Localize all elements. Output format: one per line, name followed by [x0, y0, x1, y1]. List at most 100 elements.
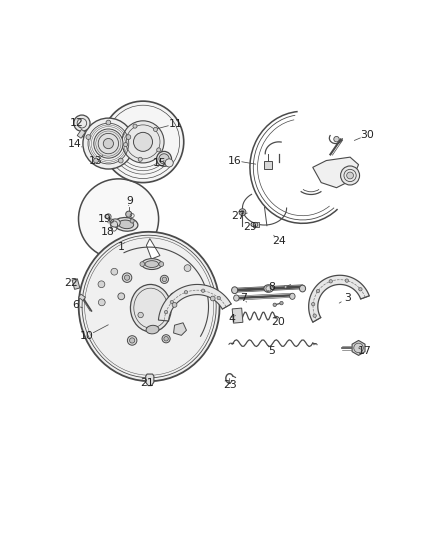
Circle shape: [130, 338, 135, 343]
Text: 21: 21: [140, 378, 154, 388]
Circle shape: [118, 293, 125, 300]
Bar: [232, 308, 243, 323]
Circle shape: [122, 121, 164, 163]
Ellipse shape: [145, 261, 159, 268]
Circle shape: [122, 273, 132, 282]
Bar: [78, 294, 85, 301]
Ellipse shape: [300, 285, 306, 292]
Circle shape: [138, 157, 142, 161]
Circle shape: [74, 115, 90, 131]
Text: 11: 11: [168, 119, 182, 129]
Circle shape: [162, 335, 170, 343]
Circle shape: [103, 139, 113, 149]
Circle shape: [311, 302, 315, 306]
Text: 30: 30: [360, 130, 374, 140]
Circle shape: [341, 166, 360, 185]
Bar: [77, 130, 85, 138]
Ellipse shape: [233, 295, 239, 301]
Ellipse shape: [290, 293, 295, 300]
Circle shape: [99, 299, 105, 306]
Text: 3: 3: [344, 293, 351, 303]
Text: 12: 12: [70, 118, 84, 128]
Circle shape: [280, 302, 283, 305]
Ellipse shape: [114, 217, 138, 231]
Circle shape: [94, 129, 123, 158]
Ellipse shape: [131, 285, 171, 332]
Circle shape: [241, 211, 244, 214]
Text: 15: 15: [153, 158, 167, 168]
Circle shape: [273, 303, 276, 306]
Circle shape: [86, 135, 91, 140]
Circle shape: [134, 132, 152, 151]
Circle shape: [239, 209, 246, 215]
Circle shape: [126, 135, 131, 140]
Circle shape: [140, 262, 145, 266]
Circle shape: [157, 151, 172, 166]
Bar: [264, 160, 272, 168]
Polygon shape: [146, 374, 154, 385]
Text: 1: 1: [117, 242, 124, 252]
Circle shape: [133, 124, 137, 128]
Ellipse shape: [79, 232, 219, 381]
Circle shape: [78, 179, 159, 259]
Circle shape: [102, 101, 184, 183]
Circle shape: [138, 312, 143, 318]
Text: 27: 27: [231, 211, 245, 221]
Circle shape: [172, 303, 177, 308]
Text: 24: 24: [272, 236, 286, 246]
Polygon shape: [146, 239, 160, 259]
Ellipse shape: [141, 259, 162, 270]
Circle shape: [316, 289, 320, 293]
Ellipse shape: [118, 220, 134, 229]
Circle shape: [127, 336, 137, 345]
Circle shape: [83, 118, 134, 169]
Circle shape: [124, 275, 130, 280]
Polygon shape: [159, 285, 231, 321]
Circle shape: [124, 143, 127, 147]
Circle shape: [160, 275, 169, 284]
Circle shape: [359, 288, 362, 291]
Text: 8: 8: [268, 282, 275, 292]
Text: 7: 7: [240, 293, 247, 303]
Circle shape: [284, 286, 287, 288]
Text: 5: 5: [268, 345, 275, 356]
Circle shape: [153, 127, 158, 132]
Circle shape: [170, 301, 173, 304]
Circle shape: [347, 172, 353, 179]
Text: 20: 20: [271, 317, 285, 327]
Circle shape: [118, 158, 123, 163]
Text: 23: 23: [223, 380, 237, 390]
Bar: [72, 279, 80, 289]
Circle shape: [345, 279, 349, 282]
Circle shape: [106, 120, 111, 125]
Circle shape: [159, 262, 164, 266]
Text: 14: 14: [68, 139, 82, 149]
Circle shape: [170, 293, 177, 300]
Polygon shape: [313, 157, 359, 188]
Circle shape: [94, 158, 99, 163]
Circle shape: [313, 314, 316, 317]
Circle shape: [164, 336, 168, 341]
Circle shape: [98, 281, 105, 288]
Ellipse shape: [232, 287, 238, 294]
Ellipse shape: [146, 325, 159, 334]
Text: 18: 18: [100, 227, 114, 237]
Circle shape: [329, 280, 332, 283]
Text: 19: 19: [98, 214, 112, 224]
Bar: [253, 222, 259, 227]
Circle shape: [159, 154, 169, 164]
Circle shape: [126, 211, 132, 217]
Polygon shape: [352, 341, 365, 356]
Circle shape: [164, 310, 168, 314]
Circle shape: [184, 265, 191, 271]
Circle shape: [184, 290, 187, 294]
Circle shape: [210, 296, 215, 301]
Circle shape: [217, 296, 220, 300]
Text: 10: 10: [80, 331, 94, 341]
Text: 22: 22: [64, 278, 78, 288]
Circle shape: [106, 214, 111, 219]
Circle shape: [194, 286, 200, 293]
Circle shape: [157, 148, 161, 152]
Circle shape: [165, 159, 173, 167]
Ellipse shape: [110, 219, 120, 227]
